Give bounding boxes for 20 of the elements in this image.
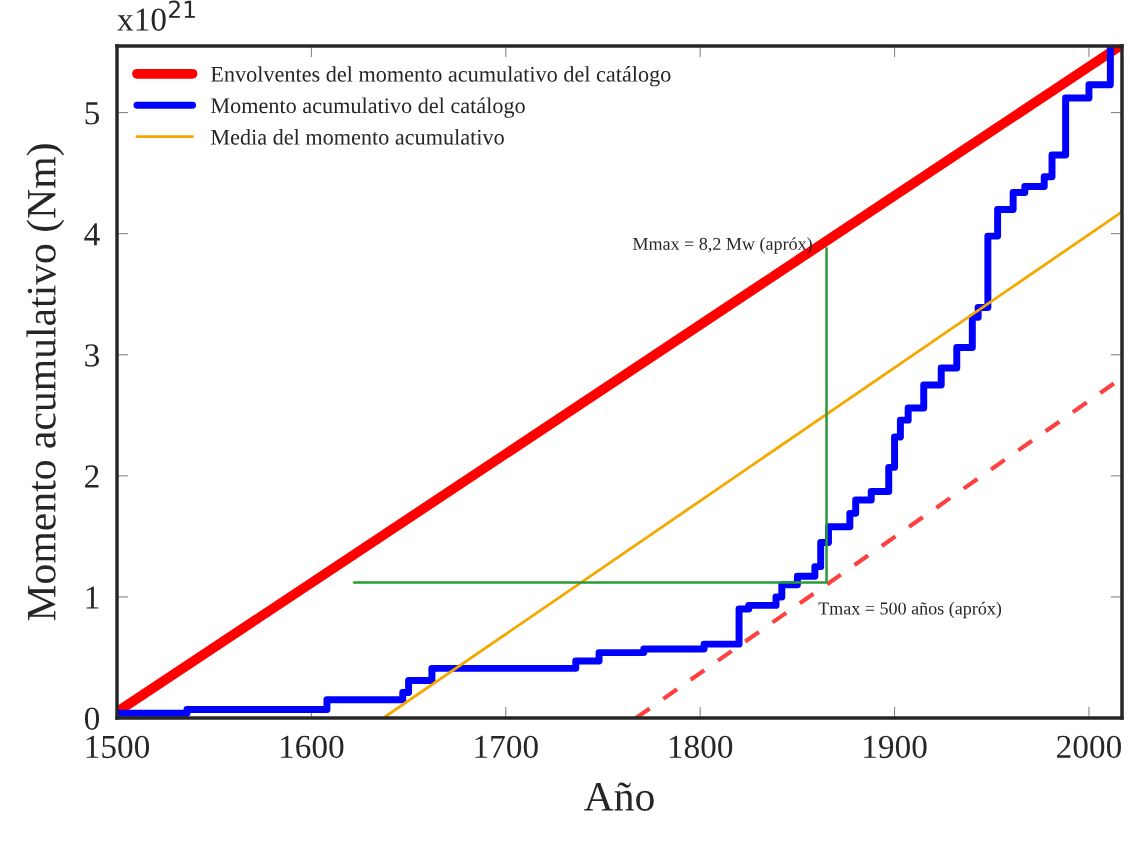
legend-label: Media del momento acumulativo: [210, 129, 504, 145]
annotation: Mmax = 8,2 Mw (apróx): [632, 237, 812, 254]
y-tick-label: 3: [85, 344, 100, 367]
legend-label: Momento acumulativo del catálogo: [210, 97, 525, 118]
text: x10$^{21}$: [117, 0, 195, 31]
x-tick-label: 1700: [475, 735, 538, 759]
x-tick-label: 1900: [864, 735, 927, 759]
x-tick-label: 2000: [1057, 735, 1122, 759]
y-axis-title: Momento acumulativo (Nm): [26, 144, 65, 621]
x-tick-label: 1600: [280, 735, 344, 759]
x-tick-label: 1500: [86, 735, 150, 759]
x-tick-label: 1800: [669, 735, 733, 759]
y-tick-label: 1: [86, 586, 99, 609]
annotation: Tmax = 500 años (apróx): [818, 601, 1002, 619]
y-tick-label: 2: [85, 465, 99, 488]
legend-label: Envolventes del momento acumulativo del catálogo: [210, 66, 671, 87]
y-tick-label: 4: [84, 223, 100, 246]
y-tick-label: 0: [84, 707, 100, 730]
x-axis-title: Año: [584, 782, 654, 811]
y-tick-label: 5: [85, 102, 100, 125]
